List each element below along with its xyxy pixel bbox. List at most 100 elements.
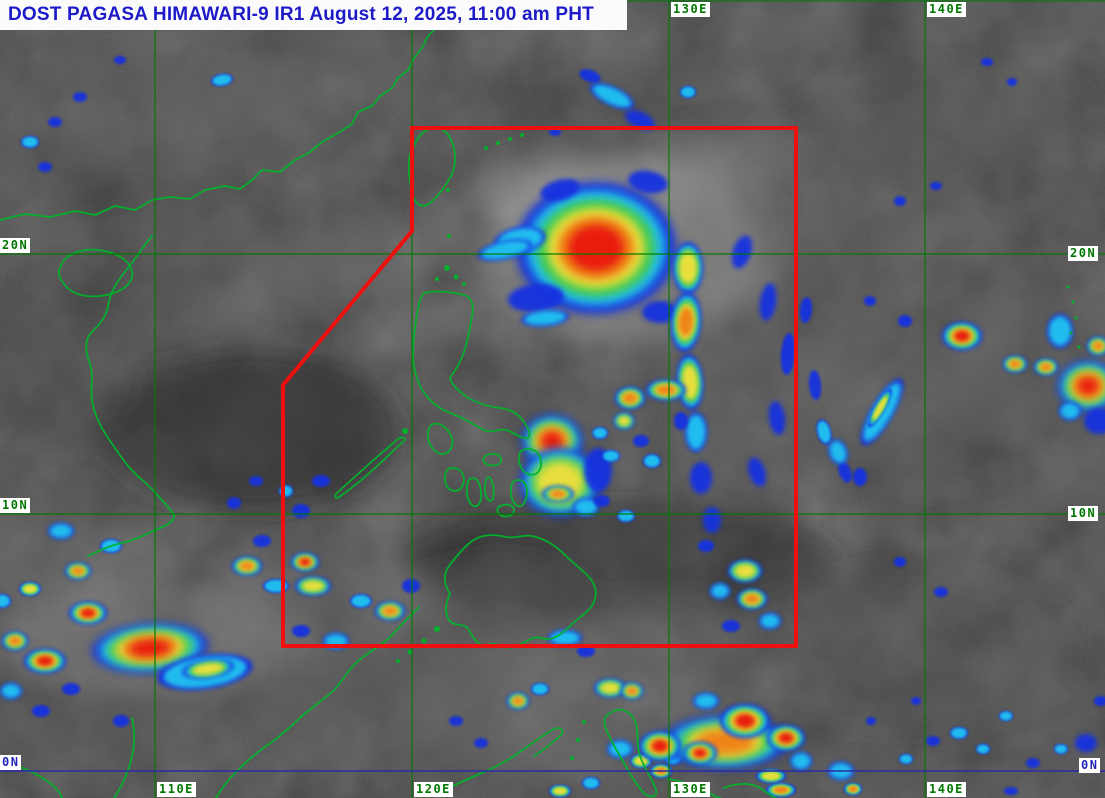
- convective-cell-blue: [625, 110, 655, 130]
- convective-cell-blue: [838, 461, 852, 483]
- convective-cell-cyan: [0, 594, 11, 608]
- vietnam-coastline: [85, 235, 175, 557]
- convective-cell-blue: [1084, 408, 1105, 434]
- convective-cell-red: [24, 649, 66, 673]
- convective-cell-blue: [780, 333, 796, 375]
- philippine-area-of-responsibility-outline: [281, 126, 798, 648]
- convective-cell-blue: [292, 625, 310, 637]
- convective-cell-cyan: [617, 510, 635, 522]
- convective-cell-red: [683, 742, 717, 764]
- convective-cell-yellow: [614, 413, 634, 429]
- grid-label-10n-right: 10N: [1068, 506, 1099, 521]
- convective-cell-blue: [898, 315, 912, 327]
- convective-cell-blue: [748, 457, 766, 487]
- grid-label-0n-left: 0N: [0, 755, 22, 770]
- convective-cell-cyan: [602, 450, 620, 462]
- convective-cell-red: [69, 602, 107, 624]
- mindanao-coastline: [444, 534, 597, 649]
- convective-cell-orange: [646, 380, 686, 400]
- convective-cell-orange: [232, 557, 262, 575]
- convective-cell-cyan: [1054, 744, 1068, 754]
- convective-cell-cyan: [211, 73, 233, 87]
- convective-cell-red: [767, 725, 805, 751]
- convective-cell-cyan: [350, 594, 372, 608]
- convective-cell-cyan: [531, 683, 549, 695]
- convective-cell-red: [92, 623, 208, 673]
- borneo-coastline: [215, 606, 420, 798]
- convective-cell-cyan: [999, 711, 1013, 721]
- convective-cell-blue: [113, 715, 129, 727]
- convective-cell-blue: [703, 507, 721, 533]
- convective-cell-blue: [594, 495, 610, 507]
- convective-cell-cyan: [548, 630, 582, 646]
- convective-cell-cyan: [21, 136, 39, 148]
- convective-cell-blue: [808, 370, 822, 400]
- convective-cell-yellow: [182, 659, 234, 679]
- convective-cell-blue: [799, 297, 813, 323]
- palawan-coastline: [334, 436, 406, 499]
- convective-cell-cyan: [816, 419, 832, 445]
- masbate-coastline: [482, 452, 502, 467]
- convective-cell-blue: [227, 497, 241, 509]
- convective-cell-blue: [853, 468, 867, 486]
- convective-cell-yellow: [868, 388, 892, 428]
- convective-cell-blue: [698, 540, 714, 552]
- convective-cell-cyan: [1059, 402, 1081, 420]
- convective-cell-cyan: [643, 454, 661, 468]
- convective-cell-blue: [894, 557, 906, 567]
- convective-cell-orange: [1003, 356, 1027, 372]
- convective-cell-cyan: [710, 583, 730, 599]
- convective-cell-blue: [674, 412, 688, 430]
- convective-cell-blue: [934, 587, 948, 597]
- grid-label-10n-left: 10N: [0, 498, 31, 513]
- convective-cell-blue: [508, 283, 564, 313]
- convective-cell-orange: [737, 589, 767, 609]
- sulawesi-coastline: [440, 727, 564, 792]
- convective-cell-cyan: [759, 613, 781, 629]
- grid-label-130e-bottom: 130E: [671, 782, 710, 797]
- convective-cell-cyan: [685, 412, 707, 452]
- convective-cell-yellow: [19, 582, 41, 596]
- convective-cell-blue: [1075, 734, 1097, 752]
- convective-cell-red: [639, 731, 681, 761]
- convective-cell-orange: [542, 486, 574, 502]
- convective-cell-blue: [864, 296, 876, 306]
- convective-cell-cyan: [680, 86, 696, 98]
- convective-cell-blue: [38, 162, 52, 172]
- convective-cell-orange: [621, 683, 643, 699]
- convective-cell-yellow: [594, 679, 626, 697]
- grid-label-20n-left: 20N: [0, 238, 31, 253]
- convective-cell-yellow: [549, 785, 571, 797]
- convective-cell-blue: [449, 716, 463, 726]
- convective-cell-orange: [766, 783, 796, 797]
- grid-label-110e-bottom: 110E: [157, 782, 196, 797]
- leyte-coastline: [509, 479, 528, 507]
- convective-cell-orange: [375, 602, 405, 620]
- convective-cell-blue: [474, 738, 488, 748]
- convective-cell-red: [1058, 361, 1105, 411]
- bohol-coastline: [496, 503, 515, 518]
- grid-label-130e-top: 130E: [671, 2, 710, 17]
- convective-cell-orange: [507, 693, 529, 709]
- convective-cell-blue: [114, 56, 126, 64]
- convective-cell-yellow: [295, 577, 331, 595]
- convective-cell-yellow: [676, 354, 704, 410]
- convective-cell-cyan: [899, 754, 913, 764]
- convective-cell-cyan: [693, 693, 719, 709]
- mindoro-coastline: [427, 422, 454, 455]
- convective-cell-cyan: [263, 579, 289, 593]
- convective-cell-blue: [866, 717, 876, 725]
- convective-cell-orange: [1034, 359, 1058, 375]
- hainan-coastline: [57, 248, 133, 298]
- convective-cell-orange: [1087, 337, 1105, 355]
- convective-cell-cyan: [573, 498, 599, 516]
- grid-label-20n-right: 20N: [1068, 246, 1099, 261]
- convective-cell-red: [516, 182, 676, 314]
- samar-coastline: [517, 448, 542, 476]
- convective-cell-blue: [981, 58, 993, 66]
- convective-cell-blue: [1026, 758, 1040, 768]
- convective-cell-blue: [731, 235, 753, 269]
- convective-cell-blue: [628, 170, 668, 194]
- cebu-coastline: [484, 476, 495, 502]
